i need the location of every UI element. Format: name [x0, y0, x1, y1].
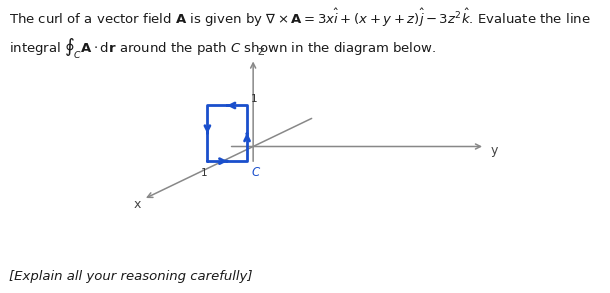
Text: z: z — [257, 45, 264, 58]
Text: 1: 1 — [251, 94, 257, 104]
Text: x: x — [134, 198, 141, 211]
Text: integral $\oint_C \mathbf{A} \cdot \mathrm{d}\mathbf{r}$ around the path $C$ sho: integral $\oint_C \mathbf{A} \cdot \math… — [9, 37, 436, 62]
Text: C: C — [252, 166, 260, 179]
Text: y: y — [490, 144, 498, 157]
Text: The curl of a vector field $\mathbf{A}$ is given by $\nabla \times \mathbf{A} = : The curl of a vector field $\mathbf{A}$ … — [9, 7, 590, 30]
Text: [Explain all your reasoning carefully]: [Explain all your reasoning carefully] — [9, 270, 253, 283]
Text: 1: 1 — [201, 168, 207, 178]
